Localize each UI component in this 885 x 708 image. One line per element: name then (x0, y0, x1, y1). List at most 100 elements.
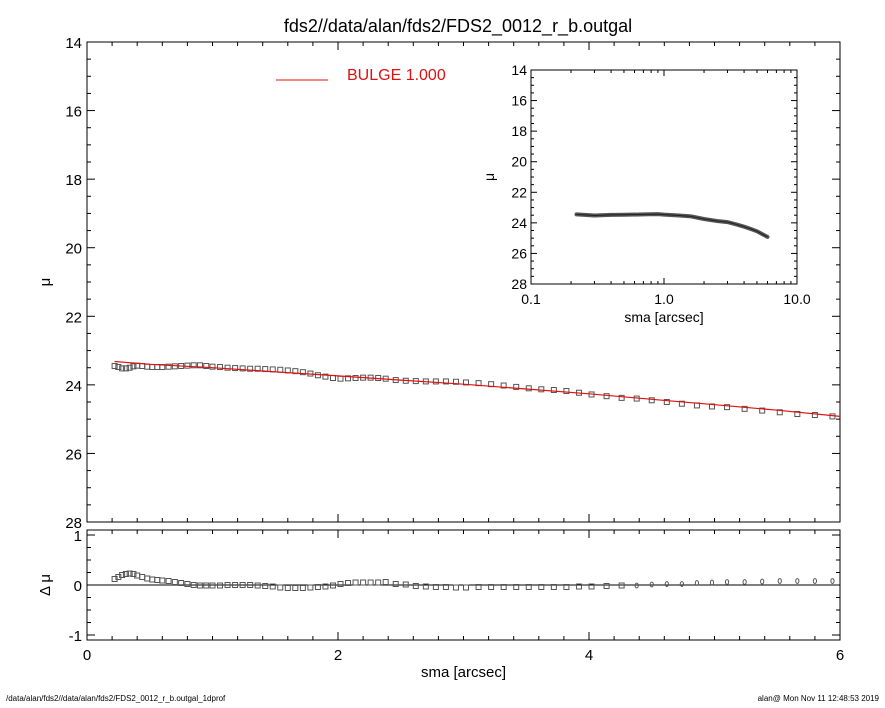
y-tick-label: 18 (65, 172, 82, 189)
residual-point (154, 577, 161, 583)
data-point (239, 365, 246, 372)
y-tick-label: 22 (65, 309, 82, 326)
main-panel: 14 16 18 20 22 24 26 28 μ BULGE 1.000 (37, 35, 841, 532)
residual-point (538, 584, 545, 590)
data-point (794, 411, 801, 417)
residual-point (724, 579, 730, 585)
data-point (741, 405, 748, 412)
data-point (811, 412, 818, 419)
residual-point (760, 578, 765, 585)
residual-point (432, 584, 439, 590)
residual-point (224, 582, 231, 588)
y-axis-label: μ (37, 278, 54, 287)
data-point (203, 363, 210, 369)
data-point (724, 404, 731, 411)
residual-point (292, 585, 299, 591)
residual-point (165, 578, 172, 584)
residual-point (122, 571, 129, 577)
inset-y-tick-label: 22 (511, 184, 527, 200)
inset-x-tick-label: 10.0 (783, 291, 810, 307)
residual-point (126, 570, 133, 577)
data-point (115, 364, 122, 371)
residual-point (149, 576, 156, 583)
y-tick-label: 26 (65, 446, 82, 463)
data-point (563, 388, 570, 395)
residual-point (171, 579, 178, 585)
inset-y-tick-label: 14 (511, 62, 527, 78)
data-point (759, 407, 766, 414)
x-tick-label: 6 (836, 647, 844, 664)
residual-point (217, 582, 224, 589)
residual-point (269, 583, 276, 590)
residual-point (550, 584, 557, 590)
residual-point (322, 583, 329, 590)
inset-y-tick-label: 24 (511, 215, 527, 231)
residual-point (284, 585, 291, 591)
x-axis-label: sma [arcsec] (421, 664, 506, 681)
footer-timestamp: alan@ Mon Nov 11 12:48:53 2019 (757, 694, 879, 703)
residual-point (422, 583, 429, 590)
residual-point (634, 582, 639, 589)
data-point (618, 394, 625, 401)
data-point (500, 382, 507, 389)
residual-point (563, 584, 570, 590)
residual-point (795, 578, 800, 584)
residual-point (475, 584, 482, 590)
data-point (165, 363, 172, 370)
data-point (442, 378, 449, 385)
residual-point (159, 577, 166, 584)
residual-point (184, 581, 191, 587)
data-point (217, 364, 224, 371)
inset-plot-frame (530, 69, 798, 285)
data-point (525, 385, 532, 392)
residual-point (500, 584, 507, 590)
residual-point (178, 580, 185, 586)
residual-point (525, 584, 532, 590)
residual-y-tick-label: 1 (74, 528, 82, 545)
data-point (144, 363, 151, 370)
residual-point (452, 584, 459, 591)
residual-point (254, 582, 261, 589)
residual-point (203, 582, 210, 589)
inset-y-tick-label: 18 (511, 123, 527, 139)
inset-x-tick-label: 1.0 (654, 291, 674, 307)
legend-label: BULGE 1.000 (347, 67, 446, 84)
data-point (513, 383, 520, 390)
inset-panel: 14 16 18 20 22 24 26 280.1 1.0 10.0 sma [arcsec] μ (481, 62, 811, 325)
y-tick-label: 20 (65, 241, 82, 258)
inset-data-line (576, 213, 768, 238)
data-point (111, 363, 118, 369)
residual-point (442, 584, 449, 590)
residual-point (367, 579, 374, 586)
inset-y-axis-label: μ (481, 173, 497, 181)
residual-point (777, 578, 782, 584)
data-point (550, 387, 557, 393)
data-point (663, 399, 670, 405)
residual-point (513, 584, 520, 590)
residual-point (360, 579, 367, 586)
data-point (130, 363, 137, 370)
residual-point (345, 580, 352, 586)
residual-point (277, 584, 284, 591)
residual-point (709, 579, 715, 586)
residual-point (352, 579, 359, 586)
inset-x-axis-label: sma [arcsec] (624, 309, 703, 325)
residual-point (392, 581, 399, 587)
inset-y-tick-label: 20 (511, 154, 527, 170)
residual-point (694, 580, 700, 586)
data-point (149, 364, 156, 371)
y-tick-label: 14 (65, 35, 82, 52)
residual-point (337, 581, 344, 587)
residual-y-tick-label: -1 (69, 628, 82, 645)
data-point (432, 378, 439, 385)
x-tick-label: 0 (83, 647, 91, 664)
residual-point (139, 574, 146, 580)
residual-point (209, 582, 216, 589)
residual-point (130, 571, 137, 577)
chart-title: fds2//data/alan/fds2/FDS2_0012_r_b.outga… (284, 16, 632, 37)
bulge-model-line (114, 360, 841, 417)
residual-point (247, 582, 254, 588)
data-point (603, 393, 610, 400)
data-point (538, 386, 545, 393)
